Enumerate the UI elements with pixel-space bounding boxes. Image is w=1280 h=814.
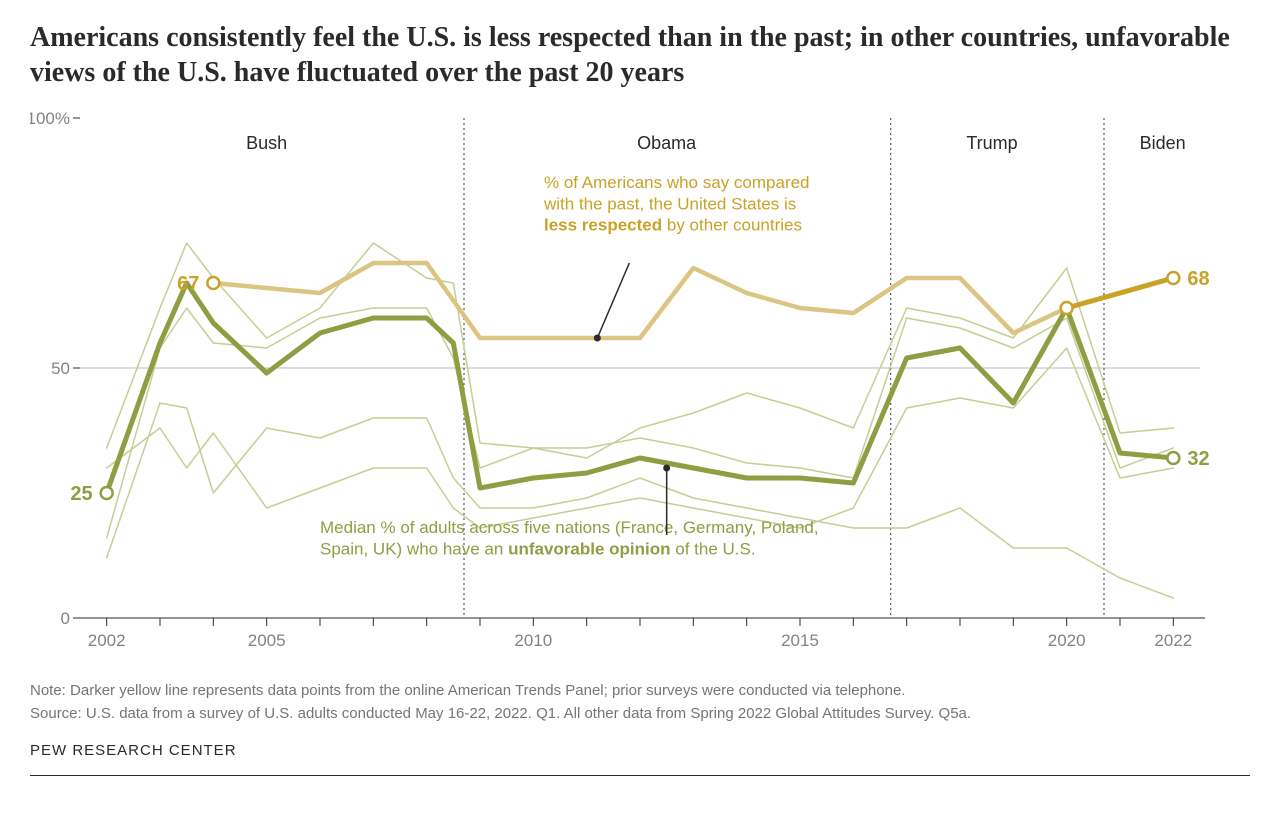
svg-text:2022: 2022 xyxy=(1154,631,1192,650)
svg-text:2010: 2010 xyxy=(514,631,552,650)
svg-text:25: 25 xyxy=(70,483,92,505)
line-chart-svg: 0 50 100% 2002 2005 2010 2015 2020 2022 Bush Obama… xyxy=(30,108,1250,668)
svg-text:2005: 2005 xyxy=(248,631,286,650)
svg-text:100%: 100% xyxy=(30,109,70,128)
svg-text:0: 0 xyxy=(61,609,70,628)
source-text: Source: U.S. data from a survey of U.S. … xyxy=(30,703,1250,724)
chart-area: 0 50 100% 2002 2005 2010 2015 2020 2022 Bush Obama… xyxy=(30,108,1250,668)
svg-text:Bush: Bush xyxy=(246,133,287,153)
svg-text:2002: 2002 xyxy=(88,631,126,650)
svg-text:Obama: Obama xyxy=(637,133,697,153)
footer-block: Note: Darker yellow line represents data… xyxy=(30,680,1250,776)
svg-text:Median % of adults across five: Median % of adults across five nations (… xyxy=(320,518,819,558)
svg-text:2020: 2020 xyxy=(1048,631,1086,650)
bottom-rule xyxy=(30,775,1250,776)
svg-text:32: 32 xyxy=(1187,448,1209,470)
svg-text:Trump: Trump xyxy=(966,133,1017,153)
svg-text:68: 68 xyxy=(1187,268,1209,290)
branding-text: PEW RESEARCH CENTER xyxy=(30,742,1250,759)
svg-text:50: 50 xyxy=(51,359,70,378)
note-text: Note: Darker yellow line represents data… xyxy=(30,680,1250,701)
svg-text:Biden: Biden xyxy=(1140,133,1186,153)
svg-text:67: 67 xyxy=(177,273,199,295)
svg-text:% of Americans who say compare: % of Americans who say comparedwith the … xyxy=(543,173,810,235)
svg-text:2015: 2015 xyxy=(781,631,819,650)
chart-title: Americans consistently feel the U.S. is … xyxy=(30,20,1250,90)
